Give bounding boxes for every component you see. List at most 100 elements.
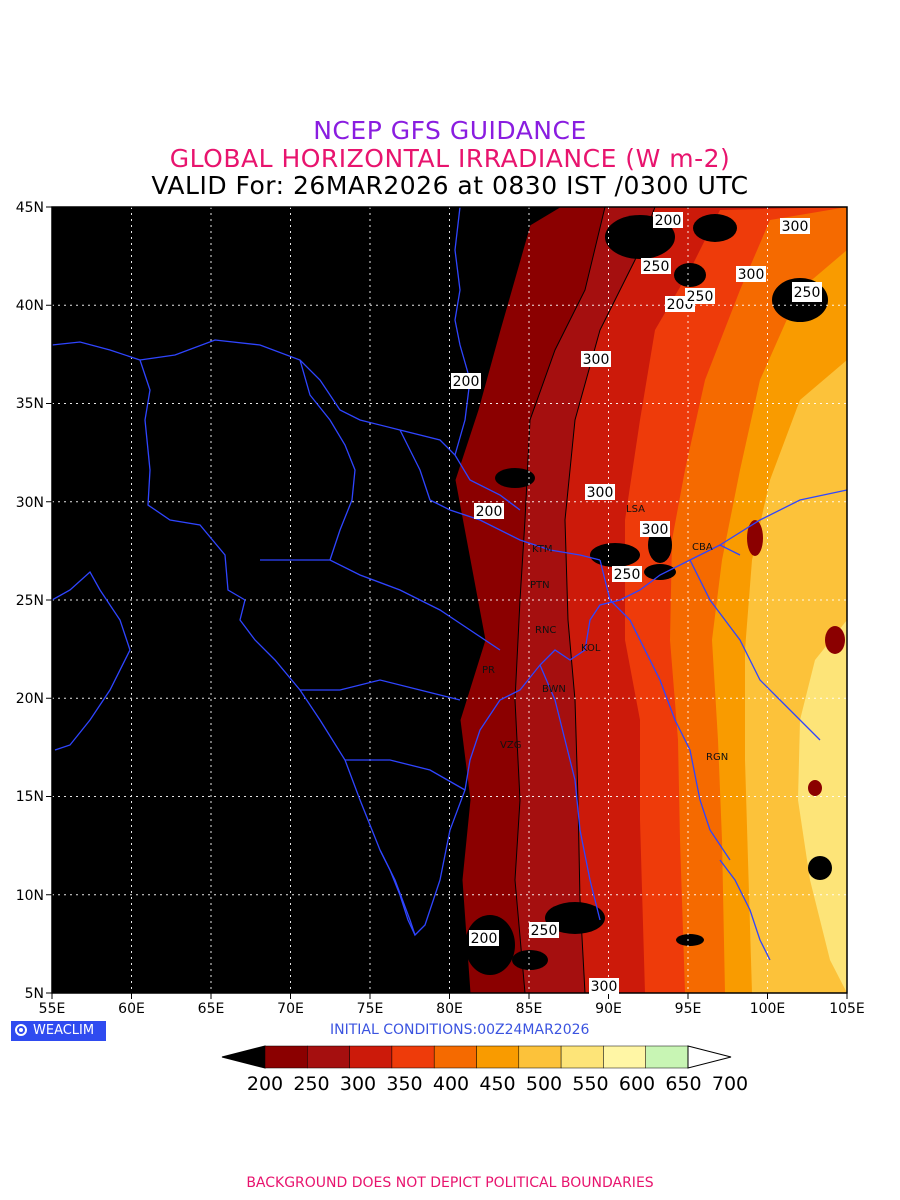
legend-cell [264,1045,308,1069]
legend-label: 650 [665,1073,701,1095]
station-label: RGN [706,752,728,763]
contour-label: 200 [451,373,481,390]
svg-text:300: 300 [782,219,809,235]
legend-arrow-high [687,1045,732,1069]
svg-text:300: 300 [587,485,614,501]
legend-cell [391,1045,435,1069]
legend-label: 200 [247,1073,283,1095]
valid-time: VALID For: 26MAR2026 at 0830 IST /0300 U… [151,171,749,200]
lon-label: 105E [829,1001,865,1017]
contour-label: 250 [612,566,642,583]
longitude-labels: 55E 60E 65E 70E 75E 80E 85E 90E 95E 100E… [39,1001,865,1017]
station-labels: LSA KTM PTN CBA RNC KOL BWN VZG RGN PR [482,504,728,763]
lon-label: 100E [750,1001,786,1017]
station-label: VZG [500,740,521,751]
svg-text:300: 300 [738,267,765,283]
title-line-2: GLOBAL HORIZONTAL IRRADIANCE (W m-2) [169,144,731,173]
station-label: LSA [626,504,645,515]
legend-cells [264,1045,689,1069]
contour-lines [454,207,656,993]
legend-label: 350 [386,1073,422,1095]
contour-label: 300 [581,351,611,368]
legend-label: 400 [433,1073,469,1095]
svg-text:300: 300 [591,979,618,995]
station-label: BWN [542,684,566,695]
svg-text:200: 200 [655,213,682,229]
legend-label: 450 [479,1073,515,1095]
legend-cell [476,1045,520,1069]
contour-label: 300 [640,521,670,538]
svg-text:300: 300 [642,522,669,538]
lon-label: 65E [198,1001,225,1017]
station-label: CBA [692,542,713,553]
lat-label: 15N [16,789,44,805]
svg-text:200: 200 [471,931,498,947]
svg-text:300: 300 [583,352,610,368]
svg-text:250: 250 [643,259,670,275]
legend-label: 550 [572,1073,608,1095]
lat-label: 35N [16,396,44,412]
contour-labels: 200 200 200 200 200 250 250 250 250 250 … [451,212,822,995]
contour-label: 300 [585,484,615,501]
legend-label: 250 [293,1073,329,1095]
footer-note: BACKGROUND DOES NOT DEPICT POLITICAL BOU… [246,1175,654,1191]
contour-label: 200 [653,212,683,229]
lat-label: 40N [16,298,44,314]
lon-label: 75E [357,1001,384,1017]
contour-label: 300 [589,978,619,995]
latitude-labels: 5N 10N 15N 20N 25N 30N 35N 40N 45N [16,200,44,1002]
station-label: KTM [532,544,553,555]
contour-label: 200 [469,930,499,947]
contour-label: 250 [529,922,559,939]
weaclim-logo: WEACLIM [11,1021,106,1041]
contour-label: 300 [736,266,766,283]
lon-label: 95E [675,1001,702,1017]
lon-label: 85E [516,1001,543,1017]
station-label: RNC [535,625,556,636]
legend-label: 600 [619,1073,655,1095]
legend-label: 700 [712,1073,748,1095]
contour-label: 250 [685,288,715,305]
legend-cell [560,1045,604,1069]
globe-icon [15,1024,27,1036]
legend-cell [349,1045,393,1069]
boundary-lines [52,207,847,961]
color-legend: 200 250 300 350 400 450 500 550 600 650 700 [221,1045,748,1095]
lon-label: 55E [39,1001,66,1017]
svg-text:250: 250 [614,567,641,583]
legend-arrow-low [221,1045,266,1069]
legend-cell [603,1045,646,1069]
legend-cell [307,1045,350,1069]
contour-label: 200 [474,503,504,520]
svg-text:250: 250 [531,923,558,939]
legend-cell [518,1045,562,1069]
legend-label: 500 [526,1073,562,1095]
contour-label: 300 [780,218,810,235]
lon-label: 70E [277,1001,304,1017]
lat-label: 25N [16,593,44,609]
lat-label: 5N [25,986,44,1002]
contour-label: 250 [792,284,822,301]
station-label: KOL [581,643,601,654]
lat-label: 10N [16,888,44,904]
contour-label: 250 [641,258,671,275]
axis-ticks [46,206,848,999]
lon-label: 90E [595,1001,622,1017]
svg-text:250: 250 [687,289,714,305]
logo-text: WEACLIM [33,1023,95,1038]
svg-text:200: 200 [453,374,480,390]
lat-label: 30N [16,495,44,511]
lon-label: 80E [436,1001,463,1017]
station-label: PTN [530,580,550,591]
svg-text:250: 250 [794,285,821,301]
lat-label: 20N [16,691,44,707]
legend-cell [645,1045,689,1069]
svg-text:200: 200 [476,504,503,520]
graticule [52,207,847,993]
legend-cell [433,1045,477,1069]
lat-label: 45N [16,200,44,216]
initial-conditions: INITIAL CONDITIONS:00Z24MAR2026 [330,1022,590,1038]
lon-label: 60E [118,1001,145,1017]
legend-labels: 200 250 300 350 400 450 500 550 600 650 700 [247,1073,748,1095]
